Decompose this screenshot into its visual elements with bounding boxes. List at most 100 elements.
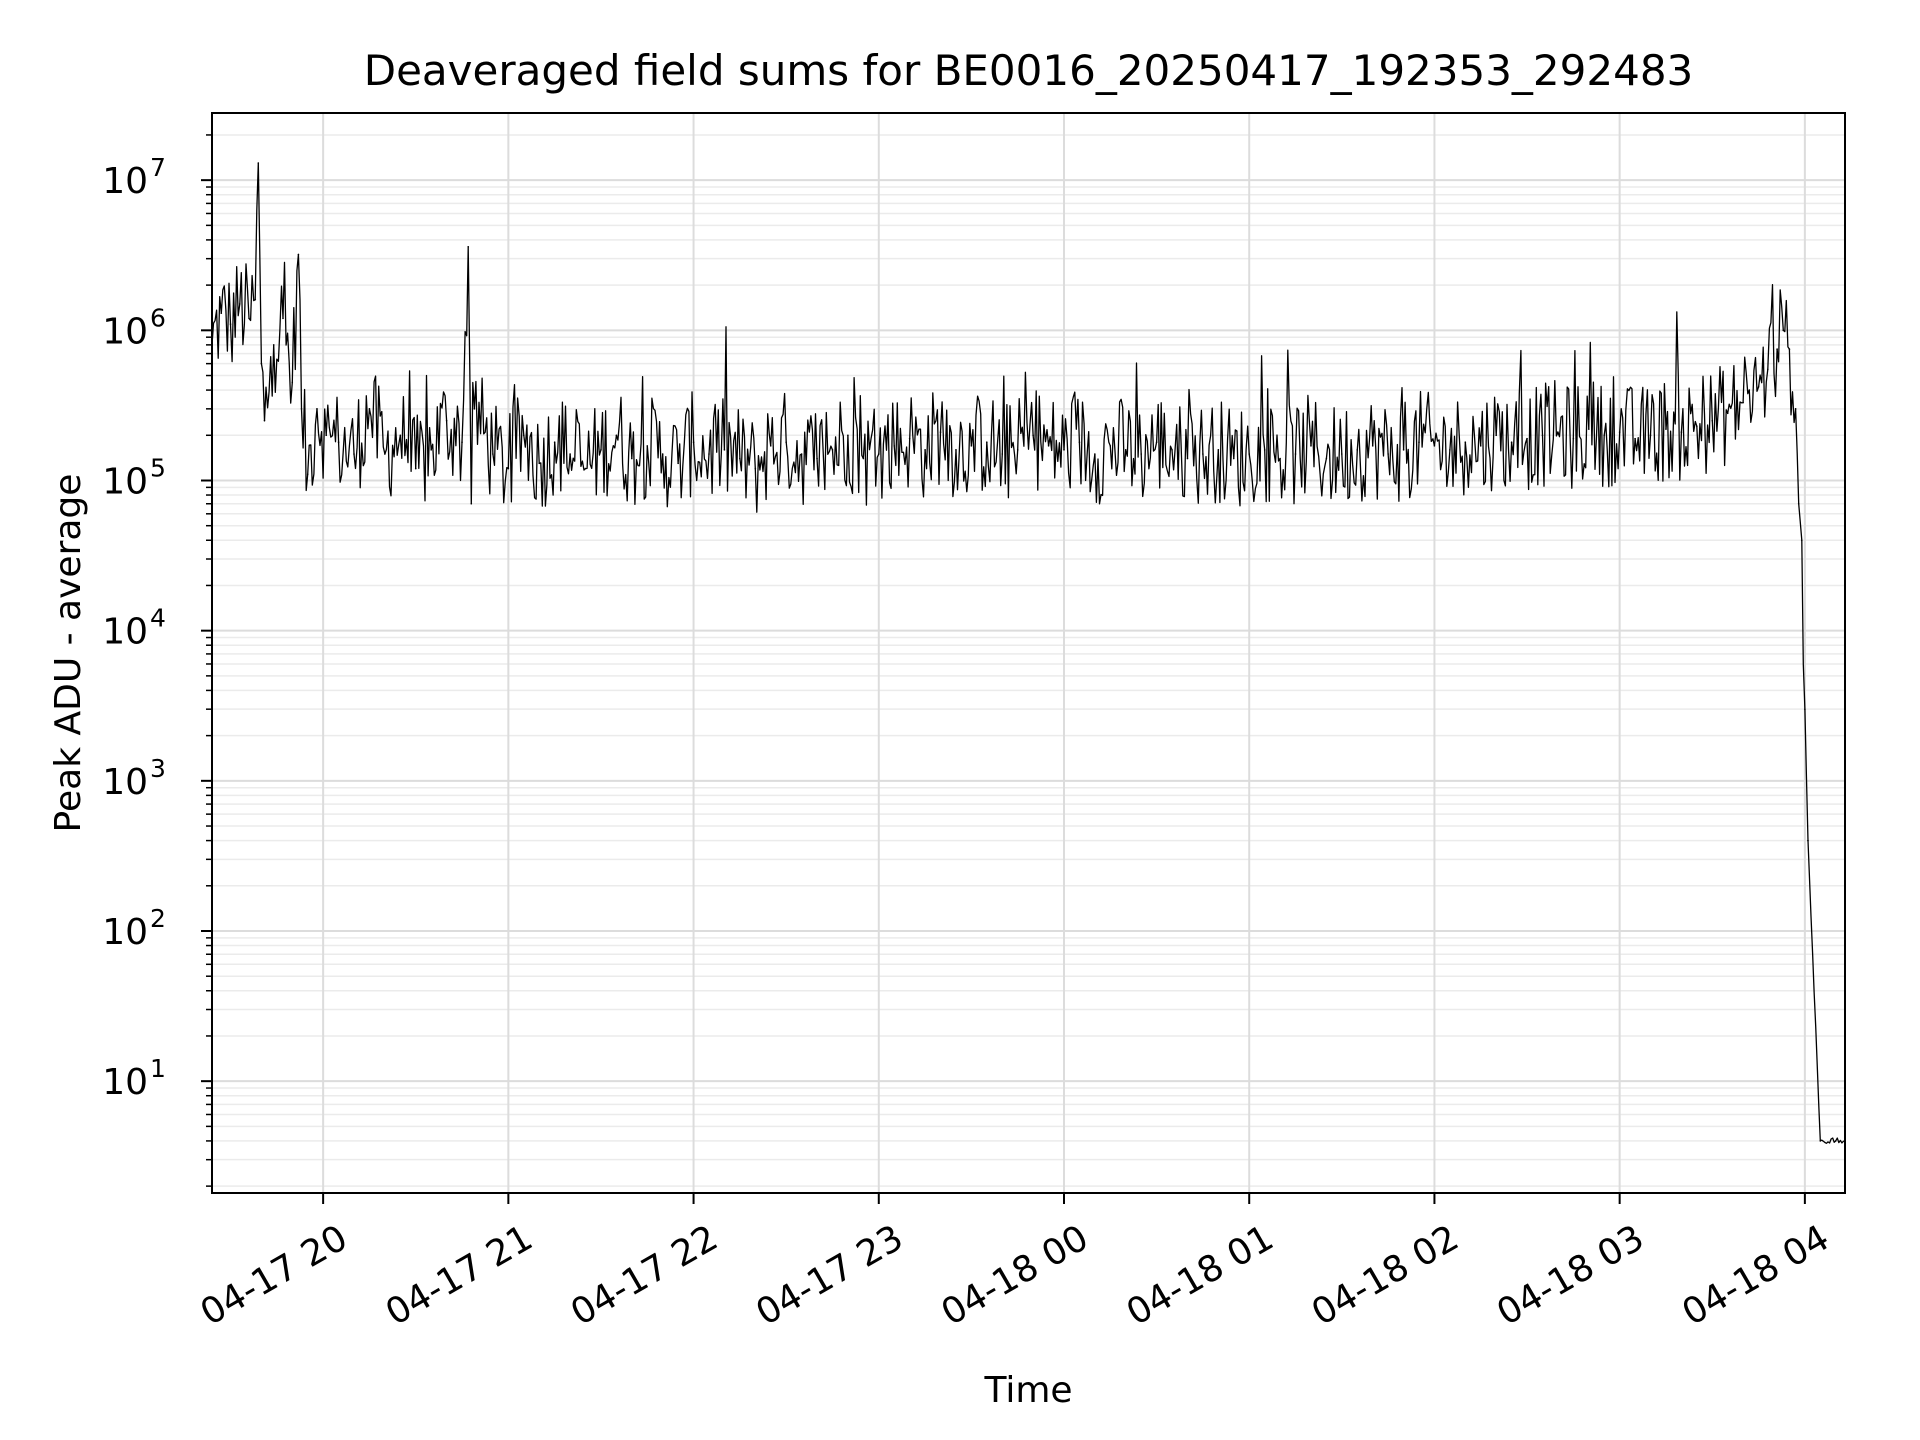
data-point	[430, 449, 432, 451]
data-point	[1603, 434, 1606, 437]
data-point	[384, 453, 386, 455]
data-point	[1510, 441, 1513, 443]
data-point	[1634, 437, 1636, 440]
y-tick-exponent: 1	[150, 1054, 166, 1083]
y-tick-exponent: 2	[150, 904, 166, 933]
chart-title: Deaveraged field sums for BE0016_2025041…	[364, 46, 1694, 95]
x-axis-label: Time	[983, 1370, 1072, 1411]
data-point	[1757, 386, 1760, 388]
data-point	[220, 312, 223, 315]
data-point	[970, 445, 973, 447]
data-point	[816, 457, 818, 460]
y-tick-exponent: 4	[150, 604, 166, 633]
data-point	[316, 408, 318, 410]
data-point	[445, 419, 448, 422]
data-point	[1186, 457, 1189, 460]
data-point	[492, 453, 494, 455]
data-point	[1202, 453, 1204, 455]
data-point	[1078, 441, 1081, 443]
data-point	[1726, 412, 1729, 415]
data-point	[399, 434, 402, 437]
data-point	[1325, 457, 1328, 460]
data-point	[1402, 449, 1405, 451]
grid	[212, 113, 1845, 1193]
data-point	[1819, 1140, 1822, 1142]
data-point	[1310, 445, 1312, 447]
data-point	[1618, 431, 1621, 433]
y-tick-exponent: 7	[150, 153, 166, 182]
data-point	[1800, 539, 1803, 542]
data-point	[1680, 431, 1683, 433]
data-point	[507, 467, 510, 470]
data-point	[1649, 434, 1652, 437]
data-point	[1016, 449, 1019, 451]
data-point	[300, 408, 303, 410]
data-point	[1387, 453, 1389, 455]
data-point	[1371, 445, 1374, 447]
data-point	[1834, 1140, 1837, 1142]
y-tick-exponent: 5	[150, 453, 166, 482]
y-tick-label: 10	[102, 311, 148, 352]
data-point	[1433, 445, 1436, 447]
y-tick-label: 10	[102, 161, 148, 202]
data-point	[238, 303, 241, 305]
y-tick-label: 10	[102, 912, 148, 953]
data-point	[569, 453, 571, 455]
data-point	[1742, 401, 1744, 404]
data-point	[1804, 708, 1806, 710]
data-point	[1171, 449, 1173, 451]
data-point	[1140, 453, 1142, 455]
data-point	[1797, 502, 1800, 505]
data-point	[584, 467, 587, 470]
data-point	[1032, 434, 1034, 437]
data-point	[306, 473, 309, 476]
data-point	[297, 253, 300, 256]
data-point	[257, 162, 260, 164]
data-point	[263, 419, 266, 422]
data-point	[785, 441, 787, 443]
data-point	[1587, 428, 1590, 430]
data-point	[538, 462, 541, 465]
y-tick-exponent: 6	[150, 303, 166, 332]
data-point	[1232, 457, 1235, 460]
data-point	[939, 431, 942, 433]
data-point	[368, 408, 371, 410]
data-point	[353, 453, 355, 455]
data-point	[1541, 434, 1544, 437]
data-point	[1001, 453, 1004, 455]
data-point	[800, 453, 803, 455]
data-point	[522, 434, 525, 437]
data-point	[229, 323, 232, 325]
data-point	[1418, 441, 1420, 443]
data-point	[769, 445, 772, 447]
data-point	[1794, 408, 1797, 410]
data-point	[1665, 428, 1667, 430]
data-point	[1248, 453, 1251, 455]
data-point	[631, 457, 633, 460]
data-point	[260, 362, 263, 365]
data-point	[600, 449, 602, 451]
data-point	[272, 344, 275, 346]
data-point	[862, 457, 865, 460]
data-point	[1782, 329, 1785, 332]
data-point	[1109, 445, 1112, 447]
data-point	[615, 434, 618, 437]
data-point	[473, 408, 476, 410]
data-point	[893, 445, 896, 447]
data-point	[1696, 425, 1698, 427]
data-point	[1279, 457, 1281, 460]
data-point	[754, 467, 757, 470]
data-point	[831, 449, 834, 451]
data-point	[986, 441, 988, 443]
data-point	[1341, 453, 1343, 455]
data-point	[467, 245, 470, 248]
data-point	[1526, 437, 1528, 440]
data-point	[1464, 441, 1467, 443]
data-point	[1094, 453, 1096, 455]
data-point	[739, 457, 741, 460]
data-point	[1155, 441, 1158, 443]
data-point	[1572, 437, 1575, 440]
data-point	[646, 445, 649, 447]
data-point	[282, 317, 284, 320]
